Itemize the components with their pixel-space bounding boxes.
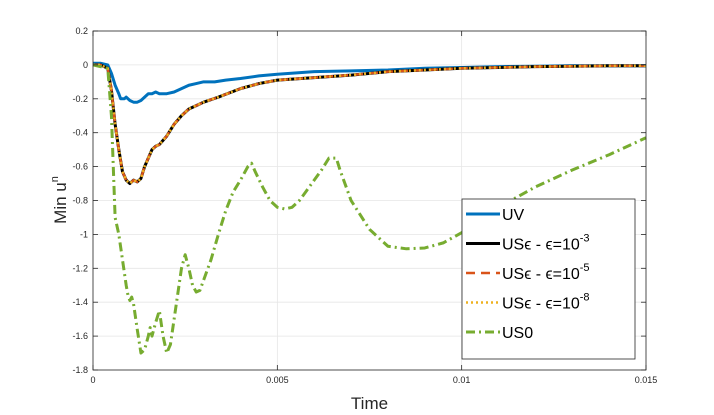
series-line-1 — [93, 61, 646, 104]
y-tick-label: 0 — [83, 60, 88, 70]
legend-equals-base: =10 — [553, 296, 580, 313]
legend-label-base: UV — [502, 207, 525, 224]
legend-exponent: -8 — [580, 292, 590, 304]
y-tick-label: -1.4 — [72, 297, 88, 307]
legend-epsilon-symbol: ϵ — [524, 266, 531, 283]
x-tick-label: 0.015 — [635, 375, 658, 385]
legend-epsilon-symbol: ϵ — [524, 296, 531, 313]
legend-epsilon-symbol: ϵ — [546, 296, 553, 313]
x-tick-label: 0.005 — [266, 375, 289, 385]
legend-equals-base: =10 — [553, 237, 580, 254]
legend-label-4: USϵ - ϵ=10-8 — [502, 292, 590, 313]
legend-epsilon-symbol: ϵ — [546, 266, 553, 283]
x-tick-label: 0.01 — [453, 375, 471, 385]
y-tick-label: -1.8 — [72, 365, 88, 375]
legend-exponent: -5 — [580, 262, 590, 274]
y-axis-label: Min un — [49, 176, 70, 224]
legend-equals-base: =10 — [553, 266, 580, 283]
x-tick-label: 0 — [90, 375, 95, 385]
y-axis-label-superscript: n — [49, 176, 61, 182]
legend-label-1: UV — [502, 207, 525, 224]
y-tick-label: 0.2 — [75, 26, 88, 36]
y-tick-label: -1.2 — [72, 263, 88, 273]
legend-label-base: US0 — [502, 325, 533, 342]
legend-label-base: US — [502, 266, 524, 283]
y-axis-label-base: Min u — [51, 182, 70, 224]
legend-separator: - — [531, 237, 545, 254]
x-axis-label: Time — [351, 394, 388, 413]
y-tick-label: -0.8 — [72, 196, 88, 206]
y-tick-label: -0.6 — [72, 162, 88, 172]
legend-label-base: US — [502, 237, 524, 254]
legend-separator: - — [531, 266, 545, 283]
legend-separator: - — [531, 296, 545, 313]
legend-label-base: US — [502, 296, 524, 313]
series-line-4 — [93, 63, 646, 185]
series-line-3 — [93, 63, 646, 185]
y-tick-label: -0.4 — [72, 128, 88, 138]
axis-ticks: 0 0.005 0.01 0.015 0.2 0 -0.2 -0.4 -0.6 -0.8 -1 -1.… — [72, 26, 657, 385]
legend-label-2: USϵ - ϵ=10-3 — [502, 233, 590, 254]
legend-label-5: US0 — [502, 325, 533, 342]
y-tick-label: -1 — [80, 229, 88, 239]
legend-exponent: -3 — [580, 233, 590, 245]
y-tick-label: -1.6 — [72, 331, 88, 341]
series-line-5 — [92, 63, 647, 355]
y-tick-label: -0.2 — [72, 94, 88, 104]
series-layer — [92, 61, 647, 355]
legend-epsilon-symbol: ϵ — [524, 237, 531, 254]
legend-label-3: USϵ - ϵ=10-5 — [502, 262, 590, 283]
legend-epsilon-symbol: ϵ — [546, 237, 553, 254]
